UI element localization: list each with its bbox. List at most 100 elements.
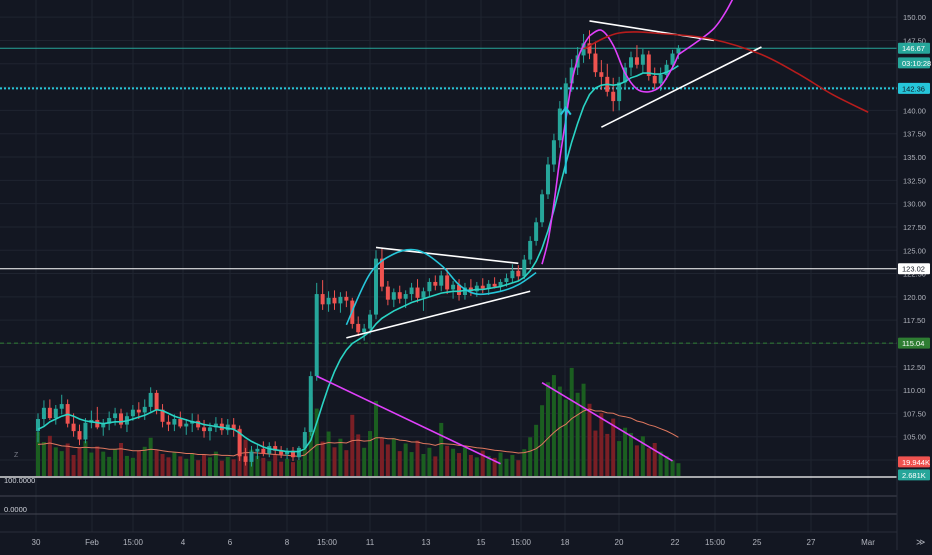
candle [279, 446, 284, 459]
candle [623, 62, 628, 90]
time-axis-label: 18 [561, 538, 570, 547]
candle [498, 279, 503, 292]
volume-bar [184, 458, 189, 476]
volume-bar [213, 451, 218, 476]
candle-body [540, 194, 545, 223]
candle-body [53, 408, 58, 419]
volume-bar [498, 452, 503, 476]
badge-label: 03:10:28 [902, 59, 931, 68]
badge-label: 146.67 [902, 44, 925, 53]
badge-label: 142.36 [902, 84, 925, 93]
candle [261, 441, 266, 457]
candle-body [172, 418, 177, 425]
candle-body [581, 43, 586, 56]
time-axis-label: 27 [807, 538, 816, 547]
candle [65, 399, 70, 428]
projected-breakout-arc[interactable] [677, 0, 737, 56]
volume-bar [474, 457, 479, 476]
volume-bar [290, 462, 295, 476]
badge-background [898, 469, 930, 481]
volume-bar [190, 453, 195, 476]
breakout-arrow[interactable] [559, 105, 572, 174]
volume-bar [344, 450, 349, 476]
volume-bar [617, 441, 622, 476]
candle-body [285, 450, 290, 455]
badge-background [898, 337, 930, 349]
peak-triangle-bottom[interactable] [600, 46, 762, 128]
peak-triangle-top[interactable] [589, 20, 715, 42]
volume-bar [534, 424, 539, 476]
volume-bar [267, 461, 272, 476]
candle [320, 280, 325, 310]
volume-bar [569, 367, 574, 476]
candle-body [646, 54, 651, 76]
candle [172, 414, 177, 432]
candle [457, 279, 462, 301]
volume-bar [53, 447, 58, 476]
candle [451, 281, 456, 299]
volume-bar [59, 451, 64, 476]
axes-layer: 150.00147.50145.00142.50140.00137.50135.… [14, 0, 932, 550]
time-axis-label: 15:00 [705, 538, 726, 547]
candle-body [207, 427, 212, 432]
candle [95, 406, 100, 430]
time-axis-label: Mar [861, 538, 875, 547]
volume-divergence-line-1[interactable] [316, 375, 501, 465]
zoom-marker[interactable]: Z [14, 452, 19, 459]
horizontal-levels[interactable] [0, 47, 897, 344]
volume-bar [634, 445, 639, 476]
candle-body [95, 419, 100, 428]
price-tick-label: 147.50 [903, 36, 926, 45]
candle [516, 265, 521, 282]
feb-consolidation-triangle-bottom[interactable] [346, 290, 531, 339]
second-cup-arc[interactable] [589, 29, 680, 93]
candle [652, 67, 657, 89]
candle-body [36, 418, 40, 432]
candle [285, 447, 290, 460]
volume-bar [368, 431, 373, 476]
volume-bar [95, 446, 100, 476]
volume-bar [124, 455, 129, 476]
volume-bar [172, 452, 177, 476]
price-tick-label: 130.00 [903, 200, 926, 209]
time-axis-label: 20 [615, 538, 624, 547]
candle-body [243, 456, 248, 462]
volume-bar [89, 452, 94, 476]
candle [178, 411, 183, 429]
candle [47, 399, 52, 420]
candle [290, 446, 295, 461]
volume-bar [557, 386, 562, 476]
scroll-to-end-button[interactable]: ≫ [916, 537, 925, 547]
volume-bar [545, 382, 550, 476]
candle [101, 418, 106, 436]
candle [510, 264, 515, 283]
indicator-left-label: 100.0000 [4, 476, 35, 485]
candle [213, 417, 218, 433]
candle-body [154, 392, 159, 410]
candle [332, 290, 337, 310]
candle [617, 76, 622, 111]
feb-consolidation-triangle-top[interactable] [375, 246, 519, 265]
candle-body [587, 43, 592, 54]
candle-body [47, 407, 52, 419]
candle-body [160, 409, 165, 422]
volume-bar [178, 456, 183, 476]
time-axis-label: Feb [85, 538, 99, 547]
projected-decline-curve[interactable] [583, 31, 869, 114]
candle [540, 189, 545, 227]
volume-bar [160, 454, 165, 476]
candle [166, 415, 171, 432]
first-cup-arc[interactable] [345, 248, 537, 326]
volume-divergence-line-2[interactable] [541, 381, 673, 462]
price-tick-label: 107.50 [903, 409, 926, 418]
volume-bar [457, 453, 462, 476]
candle-body [362, 328, 367, 333]
volume-ma-line [37, 408, 679, 457]
volume-bar [415, 440, 420, 476]
candle-body [528, 240, 533, 260]
drawings-layer[interactable] [316, 0, 869, 465]
volume-bar [71, 454, 76, 476]
candle [379, 247, 384, 292]
